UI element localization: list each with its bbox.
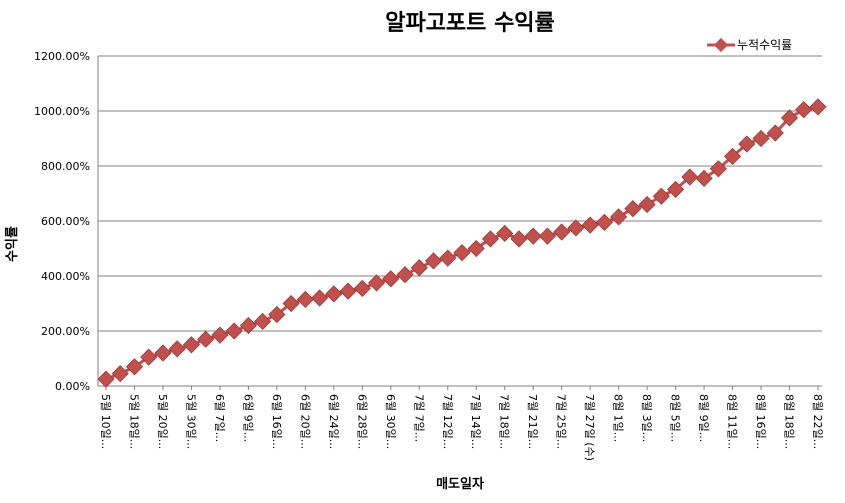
x-tick-label: 6월 7일...: [213, 394, 227, 442]
data-point-marker: [610, 208, 628, 226]
data-point-marker: [254, 312, 272, 330]
legend-marker-diamond: [713, 37, 729, 53]
data-point-marker: [795, 101, 813, 119]
data-point-marker: [524, 227, 542, 245]
data-point-marker: [496, 224, 514, 242]
data-point-marker: [695, 169, 713, 187]
y-tick-label: 800.00%: [41, 160, 90, 173]
data-point-marker: [424, 252, 443, 270]
y-tick-label: 0.00%: [55, 380, 90, 393]
x-tick-label: 5월 10일...: [99, 394, 113, 449]
x-tick-label: 6월 16일...: [270, 394, 284, 449]
data-point-marker: [410, 259, 428, 277]
data-point-marker: [396, 266, 414, 284]
data-point-marker: [595, 213, 613, 231]
data-point-marker: [311, 289, 329, 307]
x-tick-label: 6월 9일...: [241, 394, 255, 442]
data-point-marker: [339, 282, 357, 300]
data-point-marker: [723, 147, 742, 165]
x-tick-label: 6월 30일...: [384, 394, 398, 449]
data-point-marker: [296, 290, 314, 308]
x-tick-label: 5월 20일...: [156, 394, 170, 449]
y-tick-label: 400.00%: [41, 270, 90, 283]
x-tick-label: 8월 16일...: [754, 394, 768, 449]
data-point-marker: [268, 305, 286, 324]
x-tick-label: 8월 1일...: [612, 394, 626, 442]
data-point-marker: [97, 370, 115, 388]
data-point-marker: [225, 322, 243, 340]
data-point-marker: [581, 216, 599, 234]
data-point-marker: [553, 223, 571, 241]
data-point-marker: [652, 187, 670, 205]
x-tick-label: 6월 24일...: [327, 394, 341, 449]
data-point-marker: [780, 109, 799, 127]
data-point-marker: [453, 244, 471, 262]
y-tick-label: 600.00%: [41, 215, 90, 228]
data-point-marker: [481, 230, 500, 248]
x-tick-label: 7월 21일...: [526, 394, 540, 449]
data-point-marker: [325, 285, 343, 303]
x-tick-label: 8월 5일...: [669, 394, 683, 442]
x-axis: 5월 10일... 5월 18일... 5월 20일... 5월 30일... 6월 7…: [98, 385, 825, 461]
data-point-marker: [353, 279, 371, 297]
data-point-marker: [197, 330, 215, 348]
data-point-marker: [467, 239, 485, 258]
x-tick-label: 7월 18일...: [498, 394, 512, 449]
data-point-marker: [439, 249, 457, 267]
data-point-marker: [752, 129, 770, 148]
data-point-marker: [211, 326, 229, 344]
data-point-marker: [367, 274, 386, 292]
data-point-marker: [538, 227, 557, 245]
data-point-marker: [510, 230, 528, 248]
data-point-marker: [282, 294, 300, 313]
y-tick-label: 200.00%: [41, 325, 90, 338]
data-point-marker: [766, 124, 784, 142]
data-point-marker: [738, 135, 756, 153]
x-tick-label: 6월 28일...: [355, 394, 369, 449]
data-point-marker: [681, 168, 699, 186]
x-tick-label: 8월 11일...: [726, 394, 740, 449]
data-point-marker: [125, 358, 144, 376]
x-tick-label: 7월 14일...: [469, 394, 483, 449]
x-axis-title: 매도일자: [436, 477, 484, 492]
x-tick-label: 8월 9일...: [697, 394, 711, 442]
x-tick-label: 8월 3일...: [640, 394, 654, 442]
data-point-marker: [624, 200, 642, 218]
data-point-marker: [567, 219, 585, 237]
data-point-marker: [182, 336, 201, 354]
x-tick-label: 6월 20일...: [298, 394, 312, 449]
chart-title: 알파고포트 수익률: [385, 11, 555, 36]
data-point-marker: [239, 316, 257, 335]
legend: 누적수익률: [707, 37, 792, 53]
data-point-marker: [667, 180, 685, 198]
data-point-marker: [709, 160, 727, 178]
x-tick-label: 5월 30일...: [184, 394, 198, 449]
x-tick-label: 5월 18일...: [127, 394, 141, 449]
legend-label: 누적수익률: [737, 38, 792, 52]
x-tick-label: 7월 12일...: [441, 394, 455, 449]
x-tick-label: 7월 27일 (수): [583, 394, 597, 461]
data-point-marker: [140, 348, 158, 366]
y-axis-title: 수익률: [4, 226, 20, 262]
y-tick-label: 1000.00%: [34, 105, 90, 118]
y-tick-label: 1200.00%: [34, 50, 90, 63]
y-axis: 0.00% 200.00% 400.00% 600.00% 800.00% 1000.00…: [34, 50, 99, 393]
data-point-marker: [168, 340, 186, 358]
x-tick-label: 8월 18일...: [783, 394, 797, 449]
data-point-marker: [111, 365, 129, 383]
x-tick-label: 7월 7일...: [412, 394, 426, 442]
data-point-marker: [154, 344, 172, 362]
x-tick-label: 8월 22일...: [811, 394, 825, 449]
series-layer: [97, 98, 827, 388]
data-point-marker: [809, 98, 827, 116]
x-tick-label: 7월 25일...: [555, 394, 569, 449]
data-point-marker: [382, 270, 400, 288]
data-point-marker: [638, 195, 656, 214]
